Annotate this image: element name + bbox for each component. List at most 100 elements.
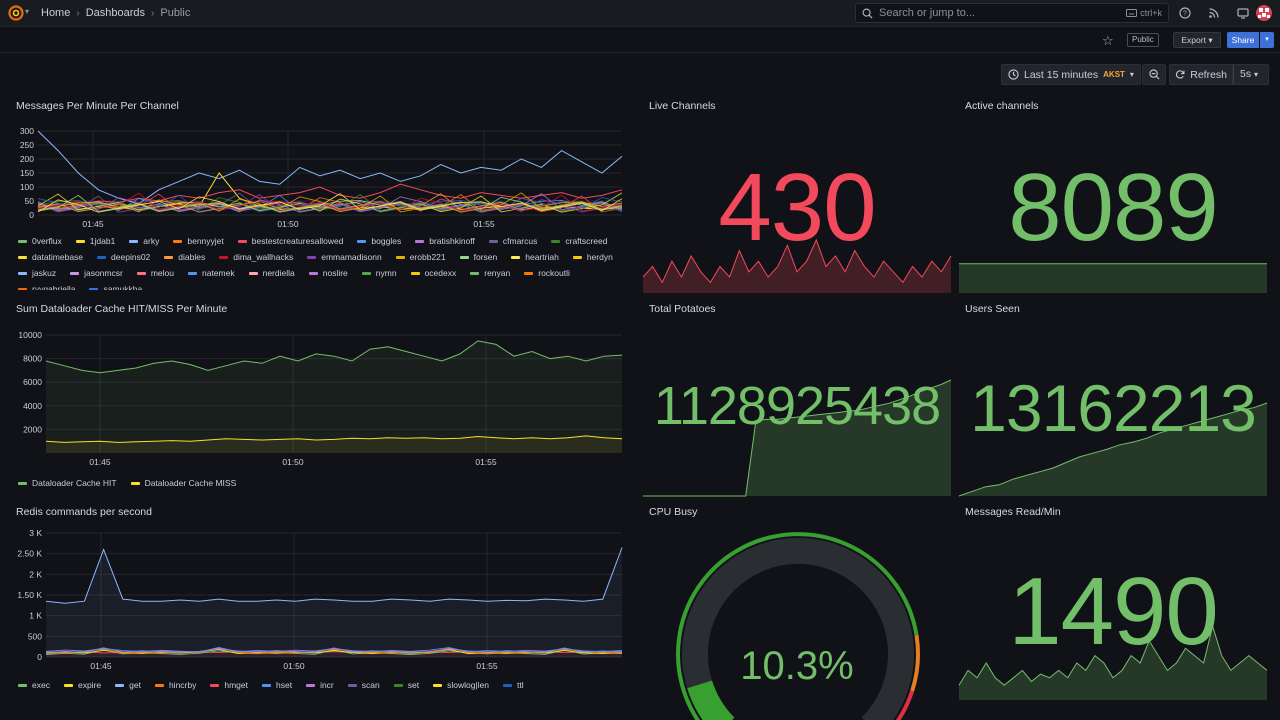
legend-swatch: [18, 481, 27, 485]
legend-item[interactable]: ocedexx: [410, 268, 456, 278]
legend-item[interactable]: expire: [63, 678, 101, 692]
legend-item[interactable]: incr: [306, 678, 334, 692]
legend-item[interactable]: get: [115, 678, 141, 692]
menu-chevron-down-icon[interactable]: ▾: [25, 7, 30, 16]
legend-item[interactable]: forsen: [459, 252, 497, 262]
export-button[interactable]: Export ▾: [1173, 32, 1221, 48]
series-area: [46, 547, 622, 657]
legend-item[interactable]: set: [393, 678, 420, 692]
legend-item[interactable]: nerdiella: [248, 268, 295, 278]
legend-swatch: [18, 255, 27, 259]
refresh-button[interactable]: Refresh: [1169, 64, 1233, 85]
legend-item[interactable]: rockoutli: [524, 268, 570, 278]
panel-messages-per-channel: Messages Per Minute Per Channel 0 50 100 15…: [16, 100, 628, 292]
legend-swatch: [210, 683, 220, 687]
grafana-logo-icon[interactable]: [8, 5, 24, 21]
clock-icon: [1008, 69, 1019, 80]
legend-item[interactable]: ttl: [502, 678, 524, 692]
legend-item[interactable]: hset: [261, 678, 292, 692]
legend-label: arky: [143, 236, 160, 246]
legend-item[interactable]: datatimebase: [18, 252, 83, 262]
panel-cache-hit-miss: Sum Dataloader Cache HIT/MISS Per Minute…: [16, 303, 628, 493]
sparkline-total-potatoes: [643, 379, 952, 497]
legend-item[interactable]: melou: [136, 268, 174, 278]
legend-item[interactable]: Dataloader Cache MISS: [130, 476, 236, 490]
kiosk-monitor-icon[interactable]: [1234, 4, 1252, 22]
legend-swatch: [219, 255, 229, 259]
y-tick-label: 6000: [23, 377, 42, 387]
legend-item[interactable]: cfmarcus: [488, 236, 537, 246]
zoom-out-button[interactable]: [1142, 64, 1166, 85]
legend-item[interactable]: arky: [129, 236, 159, 246]
time-range-picker[interactable]: Last 15 minutes AKST ▾: [1001, 64, 1141, 85]
timezone-label: AKST: [1103, 70, 1125, 79]
star-favorite-icon[interactable]: ☆: [1102, 33, 1114, 48]
legend-item[interactable]: craftscreed: [551, 236, 607, 246]
sparkline-area: [959, 626, 1267, 700]
legend-item[interactable]: 1jdab1: [75, 236, 115, 246]
panel-title: Sum Dataloader Cache HIT/MISS Per Minute: [16, 303, 228, 315]
sparkline-line: [958, 624, 1268, 686]
legend-item[interactable]: bennyyjet: [173, 236, 224, 246]
search-input[interactable]: Search or jump to... ctrl+k: [855, 3, 1169, 23]
legend-label: craftscreed: [565, 236, 608, 246]
legend-item[interactable]: hmget: [210, 678, 248, 692]
legend-label: set: [407, 680, 420, 690]
share-button[interactable]: Share: [1227, 32, 1259, 48]
legend-swatch: [395, 255, 405, 259]
legend-item[interactable]: nymn: [361, 268, 397, 278]
legend-item[interactable]: samukkha: [89, 284, 142, 290]
legend-item[interactable]: jaskuz: [18, 268, 56, 278]
chevron-down-icon: ▾: [1254, 70, 1259, 79]
legend-item[interactable]: slowlog|len: [433, 678, 489, 692]
help-icon[interactable]: ?: [1176, 4, 1194, 22]
breadcrumb-home[interactable]: Home: [41, 7, 71, 19]
x-tick-label: 01:50: [277, 219, 299, 229]
legend-swatch: [173, 239, 183, 243]
legend-label: incr: [320, 680, 334, 690]
legend-item[interactable]: scan: [347, 678, 380, 692]
legend-item[interactable]: hincrby: [154, 678, 196, 692]
stat-total-potatoes: Total Potatoes 1128925438: [643, 303, 952, 497]
refresh-interval-picker[interactable]: 5s ▾: [1233, 64, 1269, 85]
legend-label: natemek: [201, 268, 235, 278]
series-line: [45, 340, 623, 374]
rss-news-icon[interactable]: [1205, 4, 1223, 22]
dashboard-toolbar: ☆: [0, 27, 1280, 53]
legend-item[interactable]: jasonmcsr: [70, 268, 123, 278]
legend-item[interactable]: herdyn: [572, 252, 613, 262]
search-icon: [862, 8, 873, 19]
user-avatar[interactable]: [1256, 5, 1272, 21]
legend-swatch: [459, 255, 469, 259]
legend-item[interactable]: natemek: [187, 268, 235, 278]
legend-item[interactable]: diables: [164, 252, 205, 262]
legend-label: renyan: [484, 268, 511, 278]
breadcrumb-dashboards[interactable]: Dashboards: [85, 7, 146, 19]
series-line: [45, 647, 623, 654]
legend-item[interactable]: emmamadisonn: [307, 252, 382, 262]
legend-item[interactable]: boggles: [357, 236, 401, 246]
legend-item[interactable]: ryygabriella: [18, 284, 75, 290]
legend-item[interactable]: erobb221: [395, 252, 446, 262]
legend-item[interactable]: 0verflux: [18, 236, 62, 246]
legend-item[interactable]: Dataloader Cache HIT: [18, 476, 117, 490]
legend-item[interactable]: renyan: [470, 268, 510, 278]
legend-item[interactable]: heartriah: [511, 252, 559, 262]
legend-swatch: [97, 255, 107, 259]
legend-label: hmget: [224, 680, 248, 690]
legend-item[interactable]: exec: [18, 678, 50, 692]
gauge-threshold-green: [676, 532, 919, 720]
chart-redis-commands: 0 500 1 K 1.50 K 2 K 2.50 K 3 K 01:45 01:50 01:55: [17, 528, 623, 671]
x-tick-label: 01:55: [476, 661, 498, 671]
sparkline-area: [959, 263, 1267, 293]
legend-item[interactable]: bestestcreaturesallowed: [237, 236, 343, 246]
share-options-chevron-icon[interactable]: ▾: [1260, 32, 1274, 48]
legend-label: heartriah: [525, 252, 559, 262]
y-tick-label: 3 K: [29, 528, 42, 538]
legend-item[interactable]: noslire: [308, 268, 348, 278]
legend-item[interactable]: dima_wallhacks: [219, 252, 293, 262]
breadcrumb-current: Public: [160, 7, 191, 19]
legend-swatch: [433, 683, 443, 687]
legend-item[interactable]: deepins02: [97, 252, 150, 262]
legend-item[interactable]: bratishkinoff: [415, 236, 475, 246]
